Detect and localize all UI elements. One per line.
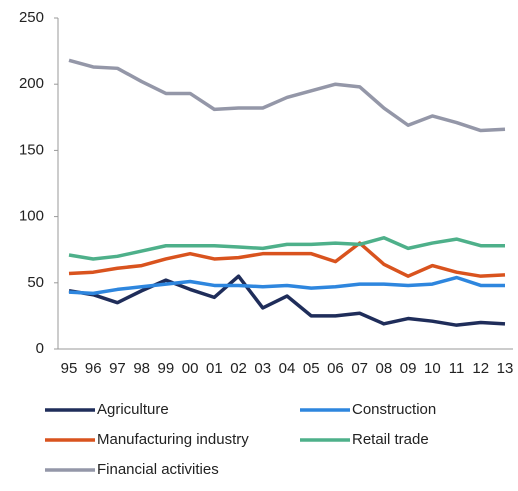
y-tick-label: 250: [19, 9, 44, 26]
x-tick-label: 95: [61, 360, 78, 377]
x-tick-label: 10: [424, 360, 441, 377]
x-tick-label: 07: [351, 360, 368, 377]
series-line: [68, 58, 506, 133]
series-line: [68, 236, 505, 261]
x-tick-label: 09: [400, 360, 417, 377]
y-tick-label: 50: [27, 274, 44, 291]
x-tick-label: 02: [230, 360, 247, 377]
series-line: [68, 275, 505, 296]
x-tick-label: 08: [376, 360, 393, 377]
y-tick-label: 200: [19, 75, 44, 92]
x-tick-label: 05: [303, 360, 320, 377]
x-tick-label: 06: [327, 360, 344, 377]
legend-label: Construction: [352, 401, 436, 418]
x-tick-label: 13: [497, 360, 514, 377]
x-tick-label: 01: [206, 360, 223, 377]
x-tick-label: 96: [85, 360, 102, 377]
x-tick-label: 12: [472, 360, 489, 377]
x-tick-label: 11: [449, 360, 465, 377]
x-tick-label: 97: [109, 360, 126, 377]
y-tick-label: 100: [19, 208, 44, 225]
series-line: [68, 241, 506, 278]
legend-label: Agriculture: [97, 401, 169, 418]
legend-label: Financial activities: [97, 461, 219, 478]
legend-label: Manufacturing industry: [97, 431, 249, 448]
series-line: [68, 274, 506, 327]
y-tick-label: 0: [36, 340, 44, 357]
x-tick-label: 04: [279, 360, 296, 377]
legend-label: Retail trade: [352, 431, 429, 448]
x-tick-label: 03: [254, 360, 271, 377]
x-tick-label: 99: [158, 360, 175, 377]
y-tick-label: 150: [19, 141, 44, 158]
x-tick-label: 00: [182, 360, 199, 377]
x-tick-label: 98: [133, 360, 150, 377]
